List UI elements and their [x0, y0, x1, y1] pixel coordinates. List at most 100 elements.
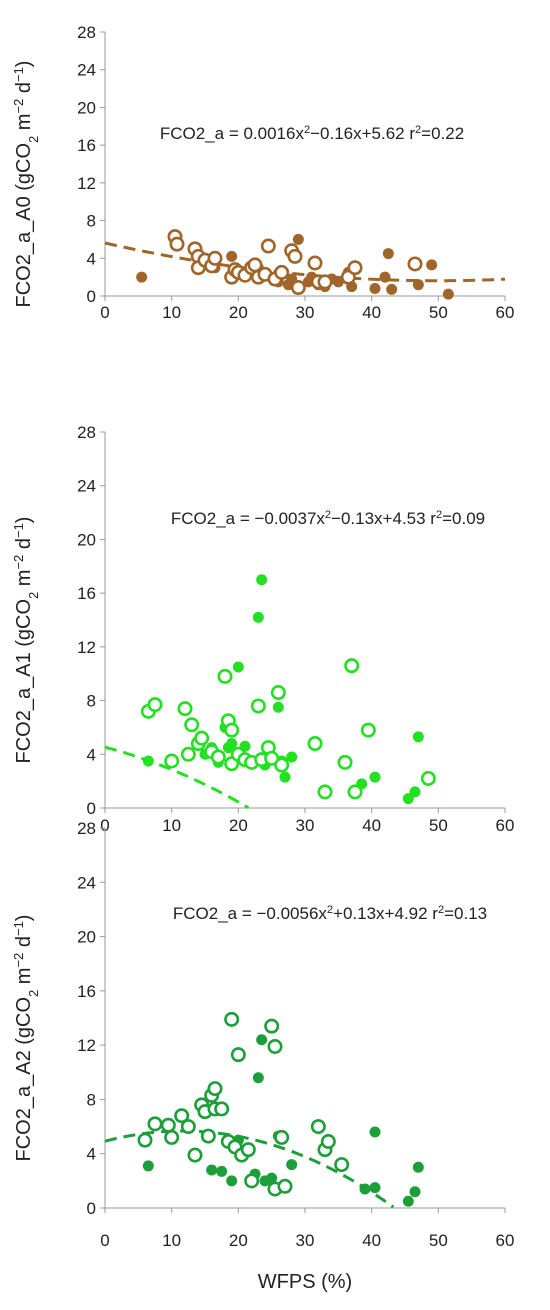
x-tick-label: 60 — [496, 303, 515, 322]
data-point-open — [164, 1129, 180, 1145]
data-point-open — [184, 717, 200, 733]
y-tick-label: 24 — [77, 61, 96, 80]
y-axis-label-text: m — [13, 570, 35, 592]
y-axis-label-superscript: −1 — [11, 921, 26, 936]
y-tick-label: 8 — [87, 1090, 96, 1109]
y-axis-label-superscript: −2 — [11, 99, 26, 114]
equation-text: FCO2_a = −0.0056x — [173, 904, 328, 923]
data-point-filled — [279, 771, 291, 783]
x-tick-label: 10 — [162, 1231, 181, 1250]
y-axis-label-text: m — [13, 968, 35, 990]
data-point-open — [147, 1116, 163, 1132]
data-point-open — [337, 754, 353, 770]
data-point-filled — [412, 279, 424, 291]
data-point-filled — [412, 731, 424, 743]
y-tick-label: 0 — [87, 799, 96, 818]
data-point-filled — [359, 1183, 371, 1195]
data-point-filled — [136, 271, 148, 283]
equation-text: FCO2_a = 0.0016x — [160, 124, 305, 143]
data-point-open — [174, 1108, 190, 1124]
data-point-open — [274, 264, 290, 280]
data-point-open — [267, 1039, 283, 1055]
data-point-open — [334, 1157, 350, 1173]
data-point-open — [307, 255, 323, 271]
data-point-open — [224, 1011, 240, 1027]
y-axis-label: FCO2_a_A2 (gCO2 m−2 d−1) — [11, 915, 41, 1162]
data-point-open — [147, 697, 163, 713]
y-tick-label: 20 — [77, 530, 96, 549]
x-tick-label: 0 — [100, 1231, 109, 1250]
data-point-open — [207, 1081, 223, 1097]
data-point-open — [277, 1178, 293, 1194]
data-point-filled — [226, 738, 238, 750]
x-tick-label: 20 — [229, 303, 248, 322]
data-point-filled — [409, 786, 421, 798]
data-point-open — [210, 749, 226, 765]
data-point-filled — [216, 1165, 228, 1177]
y-tick-label: 12 — [77, 638, 96, 657]
equation-superscript: 2 — [325, 509, 331, 521]
data-point-open — [344, 658, 360, 674]
y-tick-label: 0 — [87, 287, 96, 306]
data-point-filled — [369, 282, 381, 294]
equation-label: FCO2_a = −0.0037x2−0.13x+4.53 r2=0.09 — [171, 509, 485, 528]
data-point-filled — [286, 1159, 298, 1171]
equation-label: FCO2_a = −0.0056x2+0.13x+4.92 r2=0.13 — [173, 904, 487, 923]
x-tick-label: 40 — [362, 816, 381, 835]
data-point-filled — [286, 751, 298, 763]
y-axis-label-superscript: −1 — [11, 67, 26, 82]
x-tick-label: 0 — [100, 303, 109, 322]
data-point-filled — [409, 1186, 421, 1198]
data-point-filled — [206, 1164, 218, 1176]
data-point-filled — [272, 701, 284, 713]
data-point-open — [287, 248, 303, 264]
x-tick-label: 60 — [496, 1231, 515, 1250]
data-point-open — [180, 1119, 196, 1135]
equation-superscript: 2 — [415, 124, 421, 136]
data-point-filled — [266, 1172, 278, 1184]
x-tick-label: 40 — [362, 1231, 381, 1250]
y-axis-label-subscript: 2 — [26, 136, 41, 143]
equation-text: =0.13 — [444, 904, 487, 923]
data-point-filled — [292, 233, 304, 245]
equation-text: −0.16x+5.62 r — [310, 124, 415, 143]
data-point-filled — [252, 1072, 264, 1084]
y-axis-label-text: d — [13, 538, 35, 555]
y-tick-label: 4 — [87, 249, 96, 268]
data-point-filled — [442, 288, 454, 300]
data-point-filled — [379, 271, 391, 283]
y-tick-label: 28 — [77, 23, 96, 42]
y-axis-label-subscript: 2 — [26, 592, 41, 599]
y-axis-label-text: d — [13, 82, 35, 99]
y-axis-label-superscript: −2 — [11, 953, 26, 968]
data-point-open — [307, 736, 323, 752]
equation-text: +0.13x+4.92 r — [333, 904, 438, 923]
data-point-filled — [369, 1126, 381, 1138]
data-point-open — [137, 1132, 153, 1148]
y-axis-label-text: ) — [13, 517, 35, 524]
y-tick-label: 24 — [77, 873, 96, 892]
y-axis-label-text: FCO2_a_A0 (gCO — [13, 143, 35, 308]
data-point-open — [264, 1018, 280, 1034]
y-tick-label: 16 — [77, 982, 96, 1001]
equation-superscript: 2 — [438, 904, 444, 916]
data-point-open — [347, 784, 363, 800]
data-point-open — [310, 1119, 326, 1135]
fit-curve — [104, 1129, 395, 1209]
equation-text: FCO2_a = −0.0037x — [171, 509, 326, 528]
data-point-filled — [382, 248, 394, 260]
data-point-filled — [256, 574, 268, 586]
y-axis-label: FCO2_a_A1 (gCO2 m−2 d−1) — [11, 517, 41, 764]
x-tick-label: 50 — [429, 303, 448, 322]
y-axis-label-superscript: −2 — [11, 555, 26, 570]
y-axis-label-text: d — [13, 936, 35, 953]
x-tick-label: 30 — [296, 303, 315, 322]
y-tick-label: 28 — [77, 819, 96, 838]
fit-curve — [104, 745, 250, 809]
data-point-filled — [426, 259, 438, 271]
equation-text: =0.09 — [442, 509, 485, 528]
y-axis-label-text: m — [13, 114, 35, 136]
data-point-filled — [256, 1034, 268, 1046]
x-tick-label: 30 — [296, 816, 315, 835]
